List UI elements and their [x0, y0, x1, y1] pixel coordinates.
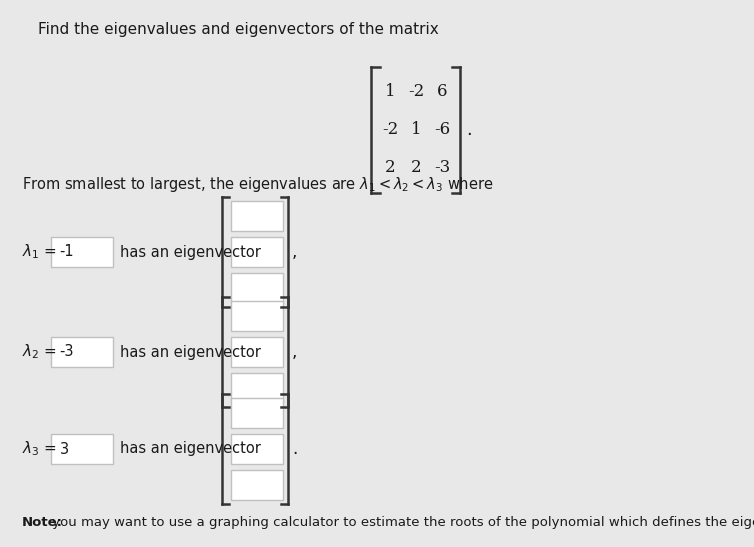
Text: has an eigenvector: has an eigenvector: [120, 345, 261, 359]
Text: 1: 1: [385, 84, 395, 101]
Text: $\lambda_1$ =: $\lambda_1$ =: [22, 243, 57, 261]
Text: ,: ,: [292, 343, 298, 361]
Text: has an eigenvector: has an eigenvector: [120, 441, 261, 457]
Text: Find the eigenvalues and eigenvectors of the matrix: Find the eigenvalues and eigenvectors of…: [38, 22, 438, 37]
Text: Note:: Note:: [22, 516, 63, 529]
FancyBboxPatch shape: [231, 434, 283, 464]
Text: -1: -1: [60, 245, 74, 259]
FancyBboxPatch shape: [231, 273, 283, 303]
Text: .: .: [292, 440, 297, 458]
Text: 6: 6: [437, 84, 447, 101]
Text: you may want to use a graphing calculator to estimate the roots of the polynomia: you may want to use a graphing calculato…: [48, 516, 754, 529]
FancyBboxPatch shape: [231, 301, 283, 331]
FancyBboxPatch shape: [231, 373, 283, 403]
FancyBboxPatch shape: [231, 337, 283, 367]
FancyBboxPatch shape: [51, 337, 113, 367]
FancyBboxPatch shape: [231, 237, 283, 267]
Text: -6: -6: [434, 121, 450, 138]
FancyBboxPatch shape: [51, 434, 113, 464]
FancyBboxPatch shape: [231, 470, 283, 500]
Text: -3: -3: [60, 345, 74, 359]
Text: has an eigenvector: has an eigenvector: [120, 245, 261, 259]
Text: -3: -3: [434, 160, 450, 177]
Text: $\lambda_3$ =: $\lambda_3$ =: [22, 440, 57, 458]
FancyBboxPatch shape: [231, 201, 283, 231]
FancyBboxPatch shape: [231, 398, 283, 428]
Text: .: .: [466, 121, 472, 139]
Text: From smallest to largest, the eigenvalues are $\lambda_1 < \lambda_2 < \lambda_3: From smallest to largest, the eigenvalue…: [22, 175, 493, 194]
Text: $\lambda_2$ =: $\lambda_2$ =: [22, 342, 57, 362]
Text: -2: -2: [408, 84, 424, 101]
Text: 2: 2: [411, 160, 421, 177]
Text: 2: 2: [385, 160, 395, 177]
Text: -2: -2: [382, 121, 398, 138]
FancyBboxPatch shape: [51, 237, 113, 267]
Text: 1: 1: [411, 121, 421, 138]
Text: ,: ,: [292, 243, 298, 261]
Text: 3: 3: [60, 441, 69, 457]
